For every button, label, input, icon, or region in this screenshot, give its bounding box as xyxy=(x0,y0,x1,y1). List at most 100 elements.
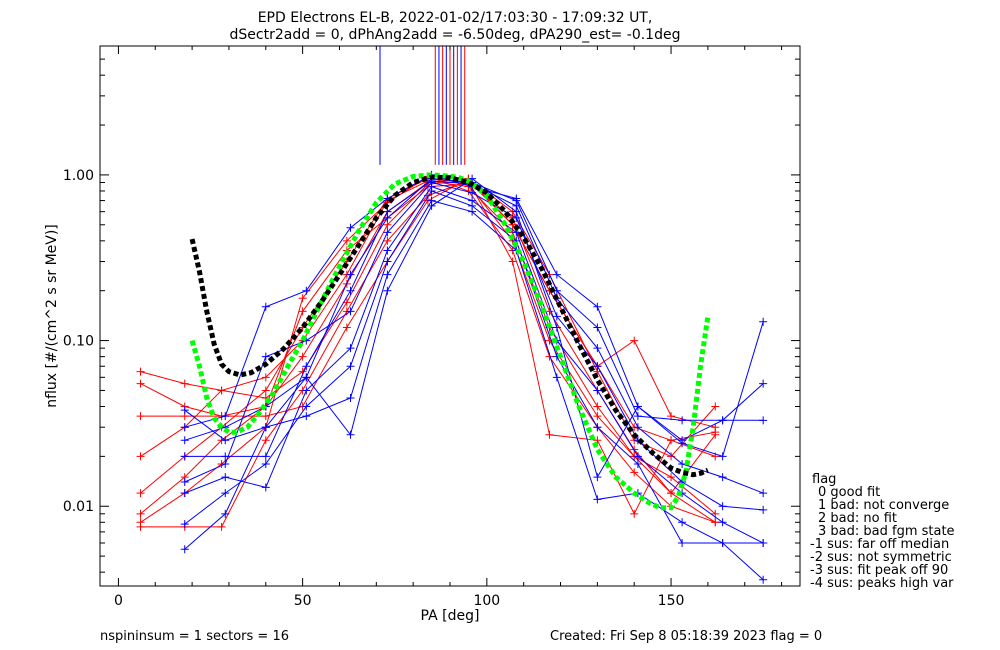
blue-series-5-point-4 xyxy=(346,362,355,371)
red-series-line-1 xyxy=(140,178,716,458)
blue-series-0-point-13 xyxy=(718,452,727,461)
legend-entry-4: -1 sus: far off median xyxy=(810,537,949,552)
red-series-5-point-14 xyxy=(711,518,720,527)
blue-series-line-3 xyxy=(184,181,764,511)
blue-series-7-point-7 xyxy=(468,174,477,183)
plot-series xyxy=(136,46,768,584)
red-series-line-5 xyxy=(140,175,716,523)
blue-series-1-point-4 xyxy=(346,270,355,279)
y-tick-label-1: 0.10 xyxy=(63,334,94,350)
blue-series-5-point-11 xyxy=(633,459,642,468)
red-series-1-point-4 xyxy=(298,352,307,361)
red-series-7-point-14 xyxy=(711,423,720,432)
red-series-7-point-12 xyxy=(630,336,639,345)
red-series-6-point-9 xyxy=(508,257,517,266)
blue-series-5-point-3 xyxy=(302,402,311,411)
red-series-5-point-12 xyxy=(630,468,639,477)
y-tick-label-0: 0.01 xyxy=(63,499,94,515)
blue-series-7-point-0 xyxy=(180,406,189,415)
blue-series-0-point-2 xyxy=(261,302,270,311)
blue-series-6-point-10 xyxy=(593,495,602,504)
blue-series-1-point-11 xyxy=(633,412,642,421)
blue-series-line-6 xyxy=(184,200,764,581)
blue-series-5-point-1 xyxy=(221,489,230,498)
blue-series-6-point-0 xyxy=(180,545,189,554)
red-series-1-point-14 xyxy=(711,402,720,411)
blue-series-7-point-11 xyxy=(633,402,642,411)
red-series-7-point-0 xyxy=(136,412,145,421)
blue-series-2-point-10 xyxy=(593,344,602,353)
blue-series-3-point-4 xyxy=(346,307,355,316)
blue-series-3-point-9 xyxy=(552,312,561,321)
blue-series-6-point-5 xyxy=(383,270,392,279)
blue-series-4-point-11 xyxy=(633,452,642,461)
red-series-7-point-5 xyxy=(342,323,351,332)
blue-series-0-point-14 xyxy=(759,317,768,326)
blue-series-0-point-1 xyxy=(221,412,230,421)
red-series-0-point-0 xyxy=(136,367,145,376)
y-tick-label-2: 1.00 xyxy=(63,168,94,184)
blue-series-7-point-10 xyxy=(593,473,602,482)
blue-series-5-point-2 xyxy=(261,459,270,468)
blue-series-line-1 xyxy=(184,178,764,441)
red-series-2-point-11 xyxy=(593,402,602,411)
blue-series-6-point-9 xyxy=(552,373,561,382)
red-series-2-point-13 xyxy=(667,473,676,482)
blue-series-6-point-14 xyxy=(759,575,768,584)
blue-series-5-point-12 xyxy=(678,538,687,547)
red-series-6-point-12 xyxy=(630,509,639,518)
red-series-6-point-6 xyxy=(383,236,392,245)
legend-entry-5: -2 sus: not symmetric xyxy=(810,550,952,565)
blue-series-6-point-7 xyxy=(468,207,477,216)
red-series-4-point-13 xyxy=(667,489,676,498)
black-fit-curve xyxy=(189,174,709,478)
legend-entry-1: 1 bad: not converge xyxy=(818,498,949,513)
legend-title: flag xyxy=(812,472,836,487)
blue-series-5-point-0 xyxy=(180,520,189,529)
blue-series-4-point-13 xyxy=(718,518,727,527)
blue-series-7-point-3 xyxy=(302,373,311,382)
blue-series-6-point-12 xyxy=(678,518,687,527)
legend-entry-7: -4 sus: peaks high var xyxy=(810,576,954,591)
blue-series-4-point-3 xyxy=(302,386,311,395)
blue-series-2-point-4 xyxy=(346,286,355,295)
blue-series-1-point-12 xyxy=(678,416,687,425)
blue-series-4-point-10 xyxy=(593,386,602,395)
blue-series-6-point-4 xyxy=(346,394,355,403)
red-series-line-7 xyxy=(140,177,716,428)
x-tick-label-2: 100 xyxy=(473,593,500,609)
axis-ticks: 0 50 100 150 0.01 0.10 1.00 xyxy=(63,45,800,609)
blue-series-4-point-4 xyxy=(346,344,355,353)
blue-series-2-point-14 xyxy=(759,489,768,498)
blue-series-3-point-10 xyxy=(593,362,602,371)
blue-series-3-point-0 xyxy=(180,478,189,487)
footer-left: nspininsum = 1 sectors = 16 xyxy=(100,629,289,644)
blue-series-0-point-4 xyxy=(346,223,355,232)
blue-series-2-point-2 xyxy=(261,452,270,461)
blue-series-7-point-14 xyxy=(759,379,768,388)
red-series-6-point-3 xyxy=(261,436,270,445)
blue-series-3-point-7 xyxy=(468,188,477,197)
blue-series-2-point-3 xyxy=(302,362,311,371)
blue-series-7-point-1 xyxy=(221,436,230,445)
blue-series-line-5 xyxy=(184,190,764,544)
red-series-6-point-11 xyxy=(593,436,602,445)
blue-series-2-point-0 xyxy=(180,452,189,461)
blue-series-7-point-4 xyxy=(346,430,355,439)
blue-series-3-point-13 xyxy=(718,502,727,511)
blue-series-3-point-14 xyxy=(759,505,768,514)
red-series-6-point-10 xyxy=(545,430,554,439)
red-series-4-point-0 xyxy=(136,509,145,518)
blue-series-7-point-6 xyxy=(427,201,436,210)
blue-series-6-point-1 xyxy=(221,509,230,518)
red-series-2-point-0 xyxy=(136,452,145,461)
red-series-1-point-0 xyxy=(136,379,145,388)
footer-right: Created: Fri Sep 8 05:18:39 2023 flag = … xyxy=(550,629,822,644)
blue-series-line-4 xyxy=(184,186,764,544)
blue-series-5-point-6 xyxy=(427,186,436,195)
red-series-7-point-3 xyxy=(261,412,270,421)
blue-series-5-point-14 xyxy=(759,538,768,547)
red-series-line-3 xyxy=(140,178,716,523)
red-series-4-point-4 xyxy=(298,307,307,316)
